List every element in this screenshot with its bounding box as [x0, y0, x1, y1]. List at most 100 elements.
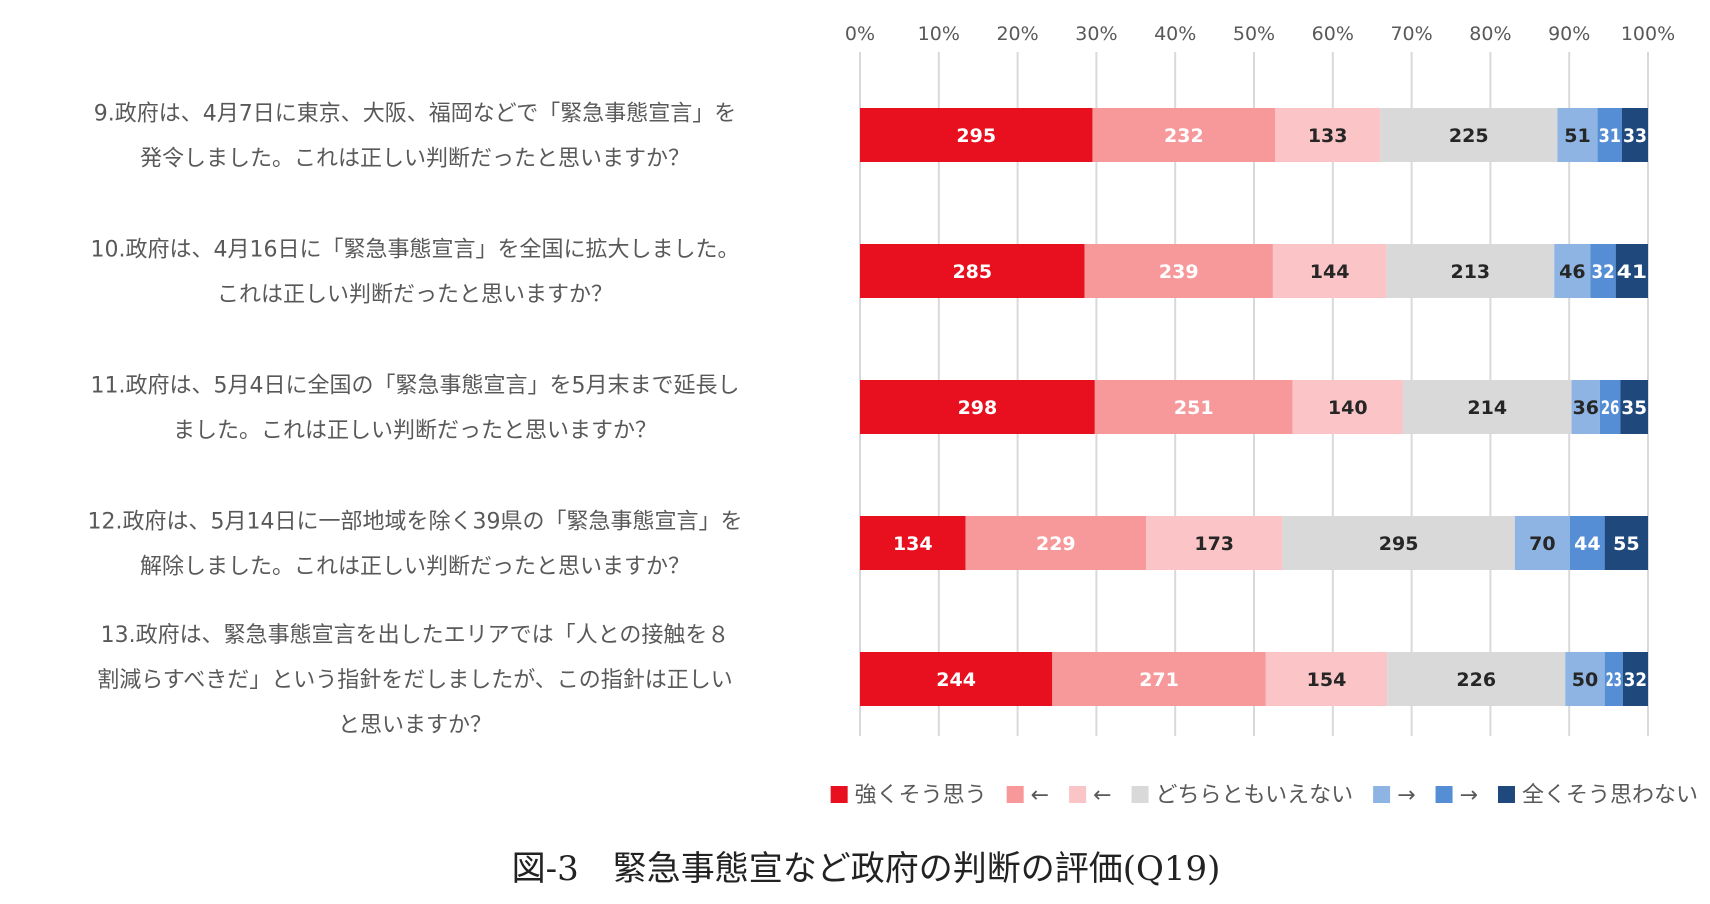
legend-swatch [1435, 786, 1453, 803]
x-tick-label: 20% [996, 23, 1038, 45]
bar-segment [860, 108, 1093, 162]
bar-segment [1569, 516, 1605, 570]
bar-segment [1402, 380, 1572, 434]
bar-value-label: 134 [893, 533, 933, 555]
legend-item: 全くそう思わない [1497, 783, 1698, 808]
bar-segment [1282, 516, 1515, 570]
bar-value-label: 36 [1573, 397, 1599, 419]
legend-label: 全くそう思わない [1522, 783, 1698, 808]
x-tick-label: 100% [1621, 23, 1675, 45]
bar-value-label: 271 [1139, 669, 1179, 691]
question-label-line: と思いますか？ [338, 713, 492, 738]
bar-segment [1604, 516, 1648, 570]
bar-value-label: 70 [1529, 533, 1555, 555]
bar-value-label: 31 [1599, 125, 1621, 147]
bar-segment [1272, 244, 1387, 298]
x-tick-label: 80% [1469, 23, 1511, 45]
legend-item: ← [1006, 783, 1049, 808]
bar-segment [1275, 108, 1381, 162]
bar-value-label: 23 [1606, 669, 1622, 691]
legend-label: → [1460, 783, 1478, 808]
bar-segment [860, 516, 966, 570]
legend-item: どちらともいえない [1131, 783, 1353, 808]
question-label-line: 11.政府は、5月4日に全国の「緊急事態宣言」を5月末まで延長し [91, 374, 740, 399]
bar-segment [1146, 516, 1283, 570]
x-tick-label: 70% [1390, 23, 1432, 45]
bar-value-label: 41 [1617, 261, 1647, 283]
bar-value-label: 232 [1164, 125, 1204, 147]
bar-segment [1380, 108, 1558, 162]
bar-segment [1590, 244, 1616, 298]
legend-label: 強くそう思う [855, 783, 987, 808]
category-labels: 9.政府は、4月7日に東京、大阪、福岡などで「緊急事態宣言」を発令しました。これ… [88, 102, 743, 739]
legend-item: → [1373, 783, 1416, 808]
bar-segment [1565, 652, 1605, 706]
bar-value-label: 55 [1613, 533, 1639, 555]
bar-value-label: 32 [1624, 669, 1647, 691]
question-label-line: ました。これは正しい判断だったと思いますか？ [173, 419, 657, 444]
bar-value-label: 33 [1623, 125, 1647, 147]
question-label-line: 解除しました。これは正しい判断だったと思いますか？ [140, 555, 690, 580]
legend-swatch [1069, 786, 1087, 803]
bar-segment [1620, 380, 1648, 434]
bar-segment [1554, 244, 1591, 298]
bar-segment [1622, 652, 1648, 706]
bar-value-label: 154 [1307, 669, 1347, 691]
bar-value-label: 295 [1379, 533, 1419, 555]
legend-label: ← [1031, 783, 1049, 808]
x-axis-ticks: 0% 10% 20% 30% 40% 50% 60% 70% 80% 90% 100% [845, 23, 1675, 45]
bar-segment [1599, 380, 1621, 434]
bar-segment [1597, 108, 1622, 162]
bar-value-label: 144 [1310, 261, 1350, 283]
legend-item: 強くそう思う [830, 783, 987, 808]
bar-value-label: 226 [1456, 669, 1496, 691]
question-label-line: 9.政府は、4月7日に東京、大阪、福岡などで「緊急事態宣言」を [94, 102, 737, 127]
legend-swatch [1131, 786, 1149, 803]
bar-segment [965, 516, 1147, 570]
bar-value-label: 213 [1450, 261, 1490, 283]
bar-segment [860, 380, 1095, 434]
question-label-line: 割減らすべきだ」という指針をだしましたが、この指針は正しい [97, 668, 733, 693]
bar-value-label: 50 [1572, 669, 1598, 691]
legend-swatch [1497, 786, 1515, 803]
bar-segment [1604, 652, 1623, 706]
bar-segment [1387, 652, 1566, 706]
bar-value-label: 133 [1308, 125, 1348, 147]
bar-segment [1571, 380, 1600, 434]
bar-value-label: 35 [1621, 397, 1647, 419]
bar-value-label: 244 [936, 669, 976, 691]
bar-value-label: 225 [1449, 125, 1489, 147]
x-tick-label: 40% [1154, 23, 1196, 45]
bar-value-label: 285 [952, 261, 992, 283]
bar-value-label: 214 [1467, 397, 1507, 419]
bar-segment [1094, 380, 1293, 434]
bar-value-label: 26 [1601, 397, 1619, 419]
bar-value-label: 229 [1036, 533, 1076, 555]
bar-value-label: 251 [1174, 397, 1214, 419]
bar-segment [1092, 108, 1276, 162]
x-tick-label: 90% [1548, 23, 1590, 45]
x-tick-label: 10% [918, 23, 960, 45]
bar-value-label: 173 [1194, 533, 1234, 555]
x-tick-label: 0% [845, 23, 875, 45]
legend-swatch [1373, 786, 1391, 803]
bar-segment [1615, 244, 1648, 298]
legend-item: → [1435, 783, 1478, 808]
legend-label: ← [1093, 783, 1111, 808]
bar-value-label: 51 [1564, 125, 1590, 147]
figure-caption: 図-3 緊急事態宣など政府の判断の評価(Q19) [512, 849, 1221, 889]
question-label-line: 発令しました。これは正しい判断だったと思いますか？ [140, 147, 690, 172]
question-label-line: 13.政府は、緊急事態宣言を出したエリアでは「人との接触を８ [101, 623, 730, 648]
bar-value-label: 239 [1159, 261, 1199, 283]
bar-value-label: 295 [956, 125, 996, 147]
bar-segment [1386, 244, 1555, 298]
bar-segment [1621, 108, 1648, 162]
legend-swatch [830, 786, 848, 803]
bar-segment [1084, 244, 1273, 298]
question-label-line: これは正しい判断だったと思いますか？ [217, 283, 613, 308]
x-tick-label: 30% [1075, 23, 1117, 45]
bar-segment [1052, 652, 1266, 706]
legend-label: → [1397, 783, 1415, 808]
